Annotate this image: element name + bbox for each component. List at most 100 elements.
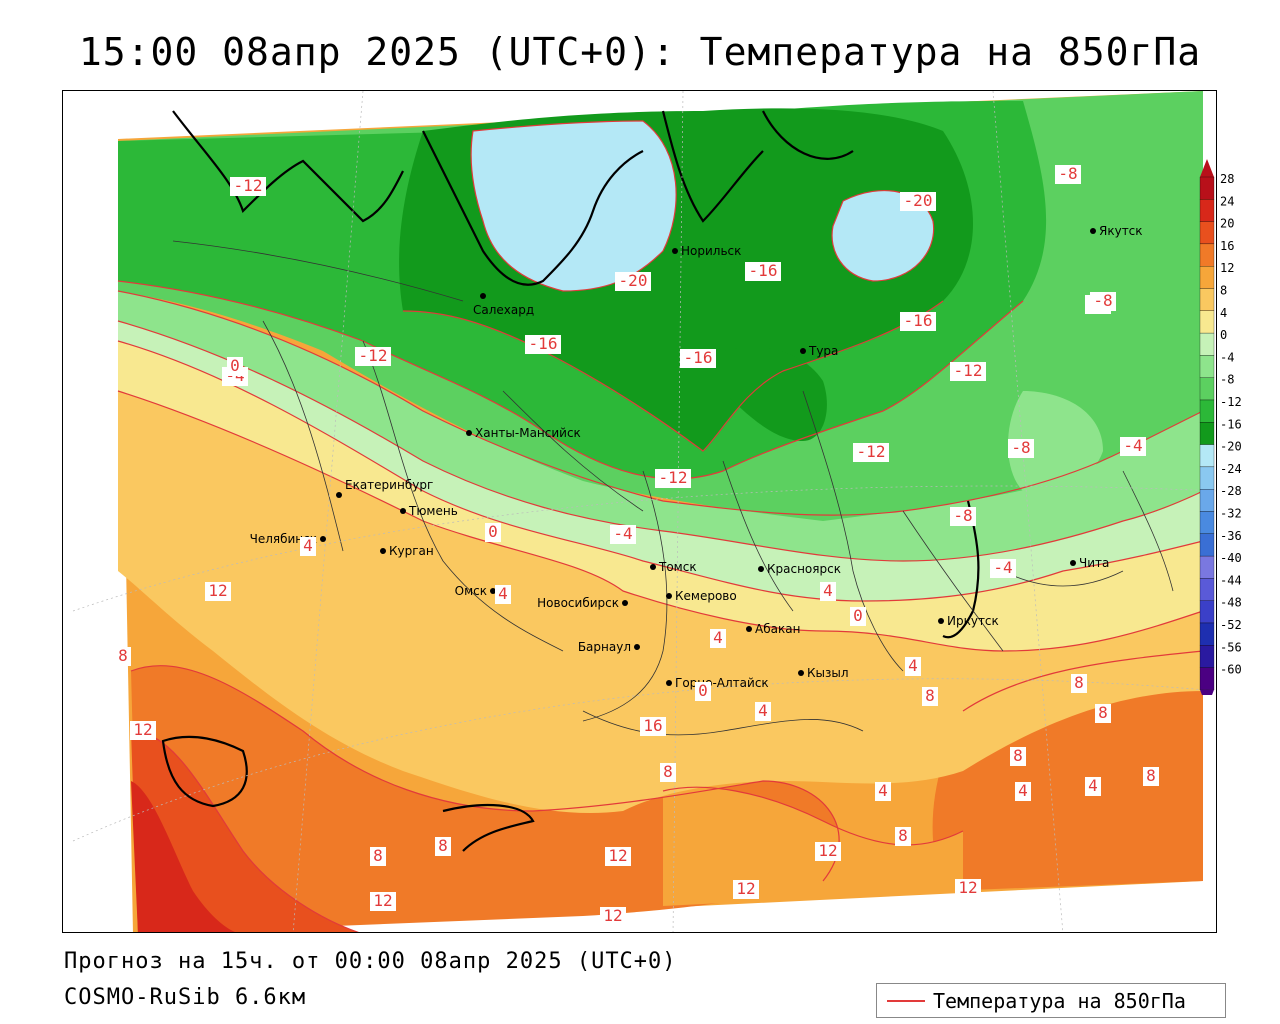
graticule-line-2 [72, 485, 1216, 612]
isoline-label: 8 [1010, 746, 1026, 766]
coastlines [161, 110, 980, 852]
svg-text:-16: -16 [904, 311, 933, 330]
svg-text:0: 0 [488, 522, 498, 541]
city-marker [480, 293, 486, 299]
city-17: Барнаул [578, 640, 640, 654]
city-1: Якутск [1090, 224, 1143, 238]
colorbar-tick-label: -4 [1220, 350, 1234, 364]
city-2: Норильск [672, 244, 741, 258]
colorbar-tick-label: -16 [1220, 417, 1242, 431]
isoline-label: -12 [853, 442, 889, 462]
colorbar-swatch [1199, 645, 1215, 668]
isoline-label: -4 [1120, 436, 1146, 456]
forecast-caption: Прогноз на 15ч. от 00:00 08апр 2025 (UTC… [64, 949, 677, 974]
svg-text:12: 12 [133, 720, 152, 739]
band-16-southwest [131, 665, 840, 932]
colorbar-swatch [1199, 466, 1215, 490]
region-border-5 [582, 470, 668, 722]
city-9: Курган [380, 544, 434, 558]
colorbar-swatch [1199, 511, 1215, 534]
isoline-label: 12 [955, 878, 981, 898]
city-4: Тура [800, 344, 838, 358]
coastline-4 [762, 110, 854, 160]
svg-text:-4: -4 [613, 524, 632, 543]
isoline-label: 8 [1071, 673, 1087, 693]
city-label: Новосибирск [537, 596, 619, 610]
colorbar-swatch [1199, 199, 1215, 222]
city-marker [798, 670, 804, 676]
city-12: Красноярск [758, 562, 841, 576]
isoline-label: 8 [660, 762, 676, 782]
colorbar-swatch [1199, 221, 1215, 245]
isoline-9 [662, 786, 964, 846]
city-label: Екатеринбург [345, 478, 433, 492]
legend-line-sample [887, 999, 925, 1002]
city-16: Иркутск [938, 614, 999, 628]
isoline-label: 4 [1015, 781, 1031, 801]
isoline-label: 8 [370, 846, 386, 866]
isoline-label: 12 [205, 581, 231, 601]
colorbar-swatch [1199, 310, 1215, 334]
isoline-label: 4 [300, 536, 316, 556]
city-label: Тюмень [408, 504, 458, 518]
city-label: Чита [1079, 556, 1109, 570]
isoline-4 [117, 290, 1204, 516]
city-14: Кемерово [666, 589, 737, 603]
isoline-label: 8 [1095, 703, 1111, 723]
graticule-line-1 [72, 678, 1216, 842]
cities: Якутск Норильск Салехард Тура Ханты-Мансийск… [250, 224, 1143, 690]
colorbar-tick-label: -56 [1220, 640, 1242, 654]
colorbar-tick-label: -24 [1220, 462, 1242, 476]
temperature-field [118, 91, 1203, 932]
colorbar-tick-label: -8 [1220, 373, 1234, 387]
svg-text:0: 0 [230, 356, 240, 375]
svg-text:12: 12 [818, 841, 837, 860]
svg-text:-16: -16 [684, 348, 713, 367]
colorbar-tick-label: -40 [1220, 551, 1242, 565]
isoline-label: -8 [1055, 164, 1081, 184]
isoline-label: 12 [130, 720, 156, 740]
svg-text:12: 12 [373, 891, 392, 910]
region-border-7 [802, 390, 904, 672]
region-border-8 [902, 510, 1004, 652]
city-marker [320, 536, 326, 542]
region-border-3 [362, 340, 564, 652]
isoline-2 [117, 340, 1204, 602]
city-label: Курган [389, 544, 434, 558]
region-border-9 [582, 710, 864, 736]
city-label: Норильск [681, 244, 741, 258]
colorbar-tick-label: 24 [1220, 194, 1234, 208]
isoline-1 [117, 390, 1204, 652]
model-caption: COSMO-RuSib 6.6км [64, 985, 307, 1010]
city-marker [1090, 228, 1096, 234]
map-title: 15:00 08апр 2025 (UTC+0): Температура на… [78, 30, 1202, 74]
city-7: Тюмень [400, 504, 458, 518]
graticule-line-5 [992, 91, 1064, 932]
isoline-7 [130, 665, 840, 882]
city-15: Абакан [746, 622, 800, 636]
isoline-label: -8 [1008, 438, 1034, 458]
isoline-label: 12 [600, 906, 626, 926]
svg-text:8: 8 [438, 836, 448, 855]
svg-text:-12: -12 [857, 442, 886, 461]
city-label: Барнаул [578, 640, 631, 654]
colorbar-tick-label: 12 [1220, 261, 1234, 275]
city-label: Салехард [473, 303, 534, 317]
svg-text:-16: -16 [529, 334, 558, 353]
band-24-southwest [131, 781, 235, 932]
svg-text:-12: -12 [954, 361, 983, 380]
graticule-line-3 [292, 91, 364, 932]
band-m4-east [1008, 391, 1103, 494]
colorbar-swatch [1199, 578, 1215, 601]
region-border-1 [172, 240, 464, 302]
svg-text:8: 8 [663, 762, 673, 781]
svg-text:8: 8 [925, 686, 935, 705]
isoline-label: 4 [710, 628, 726, 648]
svg-text:8: 8 [1013, 746, 1023, 765]
colorbar-tick-label: -52 [1220, 618, 1242, 632]
svg-text:-4: -4 [993, 558, 1012, 577]
svg-text:4: 4 [908, 656, 918, 675]
isoline-label: 0 [695, 681, 711, 701]
svg-text:4: 4 [758, 701, 768, 720]
isoline-label: 8 [922, 686, 938, 706]
